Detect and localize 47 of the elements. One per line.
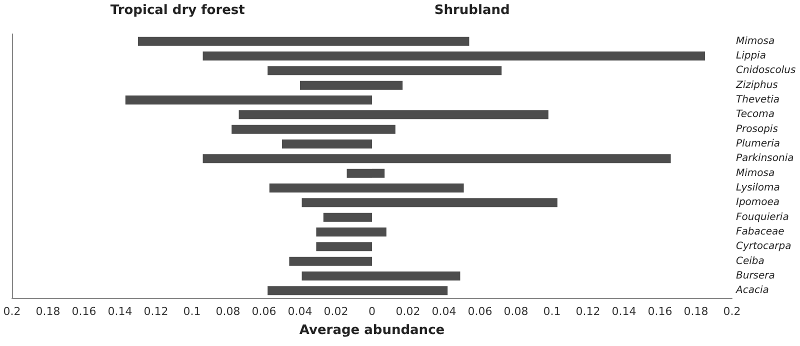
y-tick-label: Fabaceae [736,226,784,238]
y-tick-label: Thevetia [736,94,780,106]
x-tick-label: 0.06 [252,305,276,318]
x-tick-label: 0.18 [684,305,708,318]
x-tick-label: 0.18 [36,305,60,318]
x-tick-label: 0.14 [612,305,636,318]
y-tick-label: Ziziphus [735,80,778,91]
x-axis-title: Average abundance [299,323,445,338]
x-tick-label: 0.06 [468,305,492,318]
y-tick-label: Prosopis [736,124,778,135]
x-tick-label: 0.02 [324,305,348,318]
x-tick-label: 0.2 [3,305,21,318]
bar [282,140,372,148]
x-tick-label: 0.16 [72,305,96,318]
y-tick-label: Cyrtocarpa [736,241,792,252]
bar [125,96,372,104]
y-tick-label: Plumeria [736,138,780,150]
y-tick-label: Mimosa [736,36,775,47]
x-tick-label: 0.2 [723,305,741,318]
y-tick-label: Fouquieria [736,212,789,223]
y-tick-label: Parkinsonia [736,153,794,164]
bar [323,212,372,222]
series-label: Tropical dry forest [110,3,245,18]
y-tick-label: Mimosa [736,168,775,179]
bar [289,256,372,266]
bar [316,242,372,252]
x-tick-label: 0.04 [432,305,456,318]
y-tick-label: Lysiloma [736,182,780,194]
x-tick-label: 0.16 [648,305,672,318]
y-tick-label: Ipomoea [736,197,780,208]
y-tick-label: Acacia [735,285,769,296]
x-tick-label: 0.1 [183,305,201,318]
x-tick-label: 0.08 [216,305,240,318]
x-tick-label: 0 [368,305,376,318]
x-tick-label: 0.1 [543,305,561,318]
x-tick-label: 0.02 [396,305,420,318]
x-tick-label: 0.04 [288,305,312,318]
x-tick-label: 0.14 [108,305,132,318]
y-tick-label: Lippia [736,50,766,62]
series-label: Shrubland [434,3,510,18]
x-tick-label: 0.12 [144,305,168,318]
y-tick-label: Ceiba [736,256,764,267]
x-tick-label: 0.08 [504,305,528,318]
y-tick-label: Tecoma [736,109,775,120]
y-tick-label: Cnidoscolus [736,65,796,76]
y-tick-label: Bursera [736,270,775,282]
x-tick-label: 0.12 [576,305,600,318]
